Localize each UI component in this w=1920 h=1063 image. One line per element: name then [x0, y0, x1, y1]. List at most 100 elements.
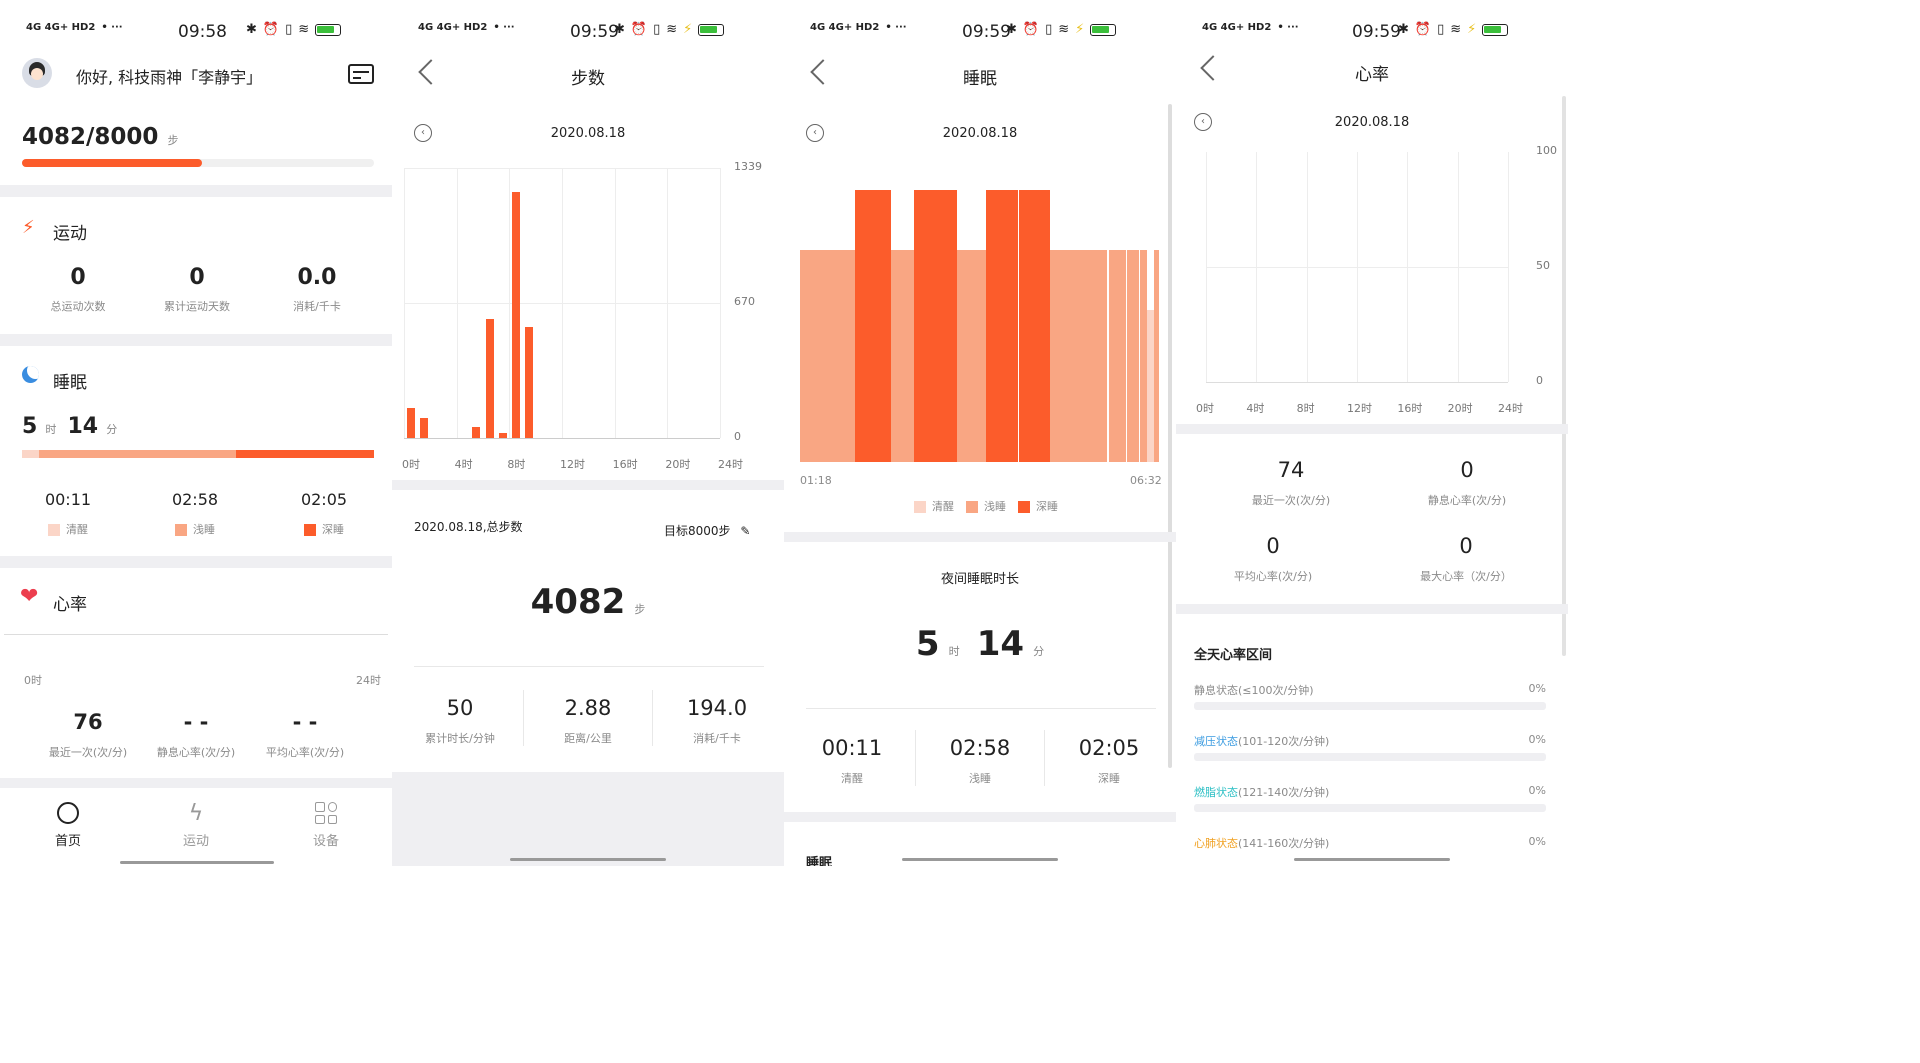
zone-label: 燃脂状态(121-140次/分钟) — [1194, 784, 1329, 800]
system-icons: ✱ ⏰ ▯ ≋ ⚡ — [614, 22, 725, 37]
date-label: 2020.08.18 — [942, 126, 1018, 141]
stat-legend: 浅睡 — [145, 521, 245, 537]
x-tick-label: 20时 — [665, 458, 691, 471]
charging-icon: ⚡ — [1467, 22, 1477, 37]
sleep-segment-light — [1050, 250, 1108, 462]
divider — [0, 778, 392, 788]
sleep-section[interactable]: 睡眠 5 时 14 分 00:11 清醒 02:58 浅睡 02:05 深睡 — [0, 346, 392, 556]
stat-label: 深睡 — [1098, 772, 1120, 785]
vibrate-icon: ▯ — [285, 22, 293, 37]
stat-value: 194.0 — [686, 696, 748, 720]
heart-stat: - - 平均心率(次/分) — [255, 710, 355, 760]
heart-chart-baseline — [4, 634, 388, 635]
home-indicator — [120, 861, 274, 864]
card-icon[interactable] — [348, 64, 374, 84]
x-tick-label: 16时 — [1397, 402, 1423, 415]
sleep-minutes: 14 — [976, 624, 1025, 664]
zone-percent: 0% — [1528, 835, 1546, 848]
sleep-segment-deep — [985, 190, 1018, 462]
stat-label: 累计时长/分钟 — [425, 732, 495, 745]
wifi-icon: ≋ — [1058, 22, 1070, 37]
date-label: 2020.08.18 — [1334, 115, 1410, 130]
x-tick-label: 8时 — [1296, 402, 1315, 415]
steps-chart: 0时 4时 8时 12时 16时 20时 24时 1339 670 0 — [402, 160, 780, 480]
tab-devices[interactable]: 设备 — [296, 802, 356, 849]
heart-stat: 74 最近一次(次/分) — [1226, 458, 1356, 508]
scrollbar[interactable] — [1168, 104, 1172, 768]
zone-name: 心肺状态 — [1194, 837, 1238, 850]
heart-stat: 76 最近一次(次/分) — [38, 710, 138, 760]
steps-unit: 步 — [167, 134, 179, 147]
stat-value: 02:05 — [300, 490, 348, 509]
sleep-segment-deep — [854, 190, 891, 462]
alarm-icon: ⏰ — [262, 22, 280, 37]
stat-value: - - — [183, 710, 209, 734]
hours-unit: 时 — [948, 645, 960, 658]
x-tick-label: 8时 — [507, 458, 526, 471]
heart-stat: 0 平均心率(次/分) — [1208, 534, 1338, 584]
status-bar: 4G 4G+ HD2 • ··· 09:59 ✱ ⏰ ▯ ≋ ⚡ — [392, 22, 784, 44]
prev-day-button[interactable]: ‹ — [1194, 113, 1212, 131]
divider — [784, 812, 1176, 822]
zone-label: 心肺状态(141-160次/分钟) — [1194, 835, 1329, 851]
step-bar — [485, 319, 494, 438]
zone-row: 燃脂状态(121-140次/分钟) 0% — [1194, 778, 1546, 822]
lightning-icon: ⚡ — [22, 217, 35, 238]
prev-day-button[interactable]: ‹ — [806, 124, 824, 142]
stat-value: 00:11 — [44, 490, 92, 509]
goal-button[interactable]: 目标8000步 ✎ — [664, 522, 750, 539]
stat-label: 平均心率(次/分) — [265, 746, 345, 759]
alarm-icon: ⏰ — [1022, 22, 1040, 37]
zone-row: 心肺状态(141-160次/分钟) 0% — [1194, 829, 1546, 873]
gridline-horizontal — [1206, 382, 1508, 383]
scrollbar[interactable] — [1562, 96, 1566, 656]
stat-separator — [652, 690, 653, 746]
stat-label: 浅睡 — [193, 523, 215, 536]
heart-stat: 0 最大心率（次/分） — [1396, 534, 1536, 584]
prev-day-button[interactable]: ‹ — [414, 124, 432, 142]
gridline-horizontal — [404, 168, 720, 169]
sleep-stat: 02:58 浅睡 — [916, 736, 1044, 786]
system-icons: ✱ ⏰ ▯ ≋ — [246, 22, 342, 37]
steps-summary[interactable]: 4082/8000 步 — [22, 124, 179, 150]
clock: 09:58 — [178, 22, 227, 42]
stat-label: 静息心率(次/分) — [1427, 494, 1507, 507]
bluetooth-icon: ✱ — [246, 22, 257, 37]
hours-unit: 时 — [45, 423, 57, 436]
page-title: 心率 — [1355, 65, 1389, 85]
zone-percent: 0% — [1528, 784, 1546, 797]
x-tick-label: 16时 — [612, 458, 638, 471]
page-margin — [1568, 0, 1920, 1063]
zone-row: 减压状态(101-120次/分钟) 0% — [1194, 727, 1546, 771]
tab-home[interactable]: 首页 — [38, 802, 98, 849]
heart-stat: 0 静息心率(次/分) — [1402, 458, 1532, 508]
x-tick-label: 12时 — [560, 458, 585, 471]
tab-exercise[interactable]: ϟ 运动 — [166, 802, 226, 850]
zone-range: (≤100次/分钟) — [1238, 684, 1314, 697]
battery-icon — [1482, 23, 1509, 36]
status-bar: 4G 4G+ HD2 • ··· 09:59 ✱ ⏰ ▯ ≋ ⚡ — [1176, 22, 1568, 44]
minutes-unit: 分 — [1033, 645, 1045, 658]
minutes-unit: 分 — [106, 423, 118, 436]
moon-icon — [22, 366, 39, 383]
axis-end: 24时 — [356, 674, 381, 687]
wifi-icon: ≋ — [666, 22, 678, 37]
deep-segment — [236, 450, 374, 458]
sleep-duration: 5 时 14 分 — [22, 414, 117, 439]
tab-label: 运动 — [182, 834, 209, 849]
network-status: 4G 4G+ HD2 — [26, 22, 96, 33]
summary-label: 2020.08.18,总步数 — [414, 520, 523, 534]
wifi-icon: ≋ — [298, 22, 310, 37]
sleep-stat: 02:05 深睡 — [274, 490, 374, 537]
gridline-horizontal — [404, 438, 720, 439]
exercise-section[interactable]: ⚡ 运动 0 总运动次数 0 累计运动天数 0.0 消耗/千卡 — [0, 197, 392, 332]
step-bar — [525, 327, 534, 438]
deep-swatch — [1018, 501, 1030, 513]
charging-icon: ⚡ — [1075, 22, 1085, 37]
sleep-segment-light — [800, 250, 855, 462]
exercise-title: 运动 — [53, 224, 87, 244]
avatar[interactable] — [22, 58, 52, 88]
divider — [1176, 424, 1568, 434]
heart-section[interactable]: ❤ 心率 0时 24时 76 最近一次(次/分) - - 静息心率(次/分) -… — [0, 568, 392, 778]
stat-value: - - — [292, 710, 318, 734]
